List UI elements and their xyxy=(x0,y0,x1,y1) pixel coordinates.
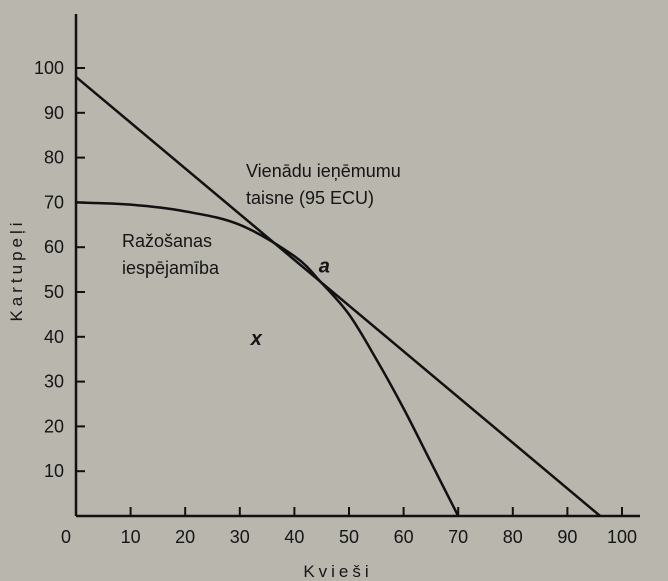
x-tick-label: 50 xyxy=(339,527,359,547)
y-tick-label: 10 xyxy=(44,461,64,481)
x-tick-label: 10 xyxy=(121,527,141,547)
x-tick-label: 20 xyxy=(175,527,195,547)
x-axis-title: Kvieši xyxy=(303,562,372,581)
revenue-line-label-line2: taisne (95 ECU) xyxy=(246,188,374,208)
x-tick-label: 70 xyxy=(448,527,468,547)
x-tick-label: 100 xyxy=(607,527,637,547)
y-tick-label: 90 xyxy=(44,103,64,123)
series-layer xyxy=(75,76,601,517)
x-tick-label: 90 xyxy=(557,527,577,547)
x-axis-ticks: 0 10 20 30 40 50 60 70 80 90 100 xyxy=(61,507,637,547)
x-tick-label: 60 xyxy=(394,527,414,547)
y-tick-label: 60 xyxy=(44,237,64,257)
x-tick-label: 0 xyxy=(61,527,71,547)
axes xyxy=(74,14,640,518)
y-tick-label: 100 xyxy=(34,58,64,78)
point-x-label: x xyxy=(250,328,263,350)
y-tick-label: 20 xyxy=(44,416,64,436)
y-tick-label: 30 xyxy=(44,372,64,392)
point-a-label: a xyxy=(319,256,330,278)
y-axis-title: Kartupeļi xyxy=(7,218,26,321)
production-possibility-curve xyxy=(75,201,460,517)
y-tick-label: 80 xyxy=(44,148,64,168)
y-tick-label: 40 xyxy=(44,327,64,347)
production-curve-label-line2: iespējamība xyxy=(122,258,220,278)
x-tick-label: 30 xyxy=(230,527,250,547)
y-tick-label: 50 xyxy=(44,282,64,302)
revenue-line xyxy=(75,76,601,517)
x-tick-label: 40 xyxy=(284,527,304,547)
production-curve-label-line1: Ražošanas xyxy=(122,231,212,251)
y-axis-ticks: 10 20 30 40 50 60 70 80 90 100 xyxy=(34,58,85,481)
y-tick-label: 70 xyxy=(44,192,64,212)
revenue-line-label-line1: Vienādu ieņēmumu xyxy=(246,161,401,181)
x-tick-label: 80 xyxy=(503,527,523,547)
